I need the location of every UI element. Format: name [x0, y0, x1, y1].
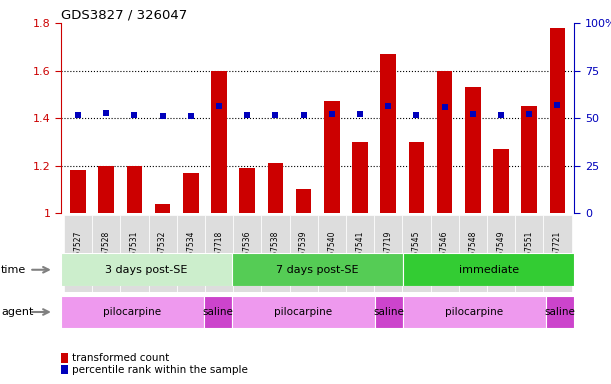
Point	[327, 111, 337, 117]
Point	[158, 113, 167, 119]
Point	[299, 112, 309, 118]
Bar	[232, 296, 375, 328]
Bar	[515, 215, 543, 292]
Text: pilocarpine: pilocarpine	[274, 307, 332, 317]
Bar	[459, 215, 487, 292]
Text: GSM367531: GSM367531	[130, 230, 139, 276]
Bar	[268, 163, 283, 213]
Point	[271, 112, 280, 118]
Bar	[403, 296, 546, 328]
Point	[186, 113, 196, 119]
Bar	[203, 296, 232, 328]
Bar	[155, 204, 170, 213]
Text: GSM367548: GSM367548	[468, 230, 477, 276]
Point	[243, 112, 252, 118]
Text: agent: agent	[1, 307, 34, 317]
Text: GSM367527: GSM367527	[73, 230, 82, 276]
Point	[130, 112, 139, 118]
Bar	[353, 142, 368, 213]
Text: saline: saline	[373, 307, 404, 317]
Text: GSM367718: GSM367718	[214, 230, 224, 276]
Text: GSM367532: GSM367532	[158, 230, 167, 276]
Bar	[64, 215, 92, 292]
Bar	[92, 215, 120, 292]
Point	[496, 112, 506, 118]
Bar	[409, 142, 424, 213]
Point	[73, 112, 83, 118]
Point	[552, 102, 562, 108]
Bar	[493, 149, 509, 213]
Text: pilocarpine: pilocarpine	[103, 307, 161, 317]
Bar	[183, 173, 199, 213]
Bar	[324, 101, 340, 213]
Bar	[550, 28, 565, 213]
Text: percentile rank within the sample: percentile rank within the sample	[72, 365, 248, 375]
Bar	[374, 215, 402, 292]
Text: GDS3827 / 326047: GDS3827 / 326047	[61, 8, 188, 21]
Point	[383, 103, 393, 109]
Text: transformed count: transformed count	[72, 353, 169, 363]
Point	[412, 112, 422, 118]
Text: 3 days post-SE: 3 days post-SE	[106, 265, 188, 275]
Point	[440, 104, 450, 110]
Bar	[375, 296, 403, 328]
Text: GSM367534: GSM367534	[186, 230, 196, 277]
Bar	[318, 215, 346, 292]
Text: GSM367540: GSM367540	[327, 230, 336, 277]
Bar	[546, 296, 574, 328]
Bar	[402, 215, 431, 292]
Text: 7 days post-SE: 7 days post-SE	[276, 265, 359, 275]
Bar	[403, 253, 574, 286]
Bar	[232, 253, 403, 286]
Text: pilocarpine: pilocarpine	[445, 307, 503, 317]
Text: saline: saline	[202, 307, 233, 317]
Bar	[233, 215, 262, 292]
Point	[524, 111, 534, 118]
Text: GSM367721: GSM367721	[553, 230, 562, 276]
Text: GSM367528: GSM367528	[101, 230, 111, 276]
Text: GSM367539: GSM367539	[299, 230, 308, 277]
Text: GSM367549: GSM367549	[497, 230, 505, 277]
Bar	[126, 166, 142, 213]
Text: immediate: immediate	[459, 265, 519, 275]
Text: GSM367541: GSM367541	[356, 230, 365, 276]
Text: GSM367545: GSM367545	[412, 230, 421, 277]
Bar	[177, 215, 205, 292]
Bar	[487, 215, 515, 292]
Bar	[262, 215, 290, 292]
Text: GSM367551: GSM367551	[525, 230, 534, 276]
Bar	[70, 170, 86, 213]
Bar	[148, 215, 177, 292]
Bar	[290, 215, 318, 292]
Point	[101, 110, 111, 116]
Bar	[211, 71, 227, 213]
Bar	[61, 253, 232, 286]
Bar	[346, 215, 374, 292]
Bar	[381, 54, 396, 213]
Text: GSM367538: GSM367538	[271, 230, 280, 276]
Bar	[437, 71, 452, 213]
Point	[468, 111, 478, 117]
Text: GSM367719: GSM367719	[384, 230, 393, 276]
Text: saline: saline	[544, 307, 576, 317]
Bar	[120, 215, 148, 292]
Text: GSM367546: GSM367546	[440, 230, 449, 277]
Bar	[205, 215, 233, 292]
Bar	[521, 106, 537, 213]
Bar	[240, 168, 255, 213]
Text: time: time	[1, 265, 26, 275]
Text: GSM367536: GSM367536	[243, 230, 252, 277]
Bar	[296, 189, 312, 213]
Bar	[543, 215, 571, 292]
Bar	[98, 166, 114, 213]
Bar	[431, 215, 459, 292]
Point	[355, 111, 365, 118]
Bar	[465, 87, 481, 213]
Point	[214, 103, 224, 109]
Bar	[61, 296, 203, 328]
